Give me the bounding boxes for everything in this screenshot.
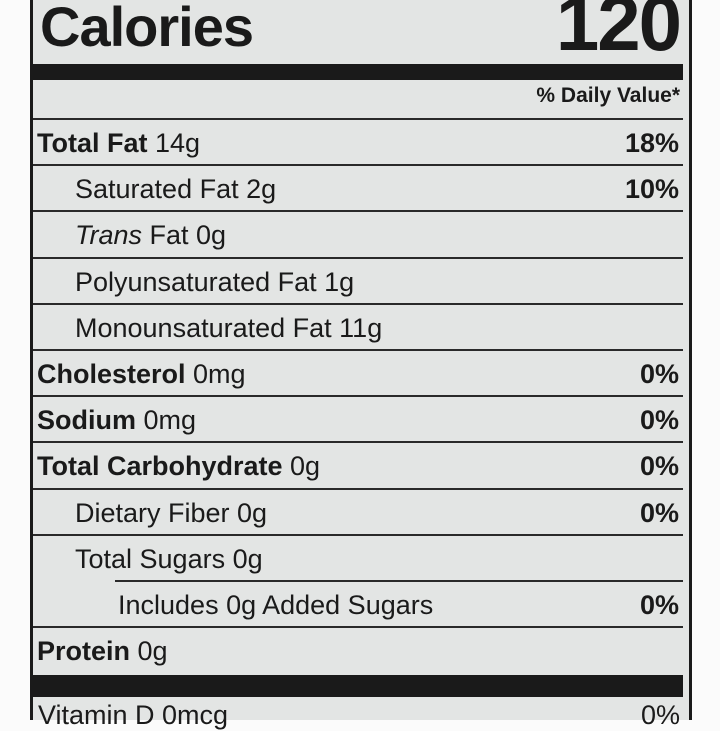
- nutrient-percent: 0%: [639, 359, 679, 389]
- nutrient-row: Trans Fat 0g: [33, 212, 683, 258]
- nutrient-bold-label: Cholesterol: [37, 359, 186, 389]
- row-divider: [33, 210, 683, 213]
- nutrient-amount: Fat 0g: [142, 220, 227, 251]
- nutrient-name: Total Carbohydrate 0g: [37, 451, 320, 482]
- nutrient-percent: 0%: [639, 451, 679, 482]
- nutrient-row: Saturated Fat 2g 10%: [33, 166, 683, 212]
- nutrient-row: Dietary Fiber 0g 0%: [33, 490, 683, 536]
- nutrient-amount: 0g: [130, 636, 168, 667]
- row-divider: [33, 395, 683, 398]
- nutrient-row: Protein 0g: [33, 628, 683, 674]
- row-divider: [33, 118, 683, 120]
- nutrient-row: Total Carbohydrate 0g 0%: [33, 443, 683, 489]
- nutrient-row: Total Sugars 0g: [33, 536, 683, 582]
- nutrient-percent: 18%: [624, 128, 679, 158]
- nutrient-bold-label: Protein: [37, 636, 131, 667]
- nutrient-name: Total Fat 14g: [37, 128, 200, 159]
- nutrient-name: Monounsaturated Fat 11g: [75, 313, 382, 344]
- row-divider: [33, 441, 683, 444]
- nutrient-amount: Includes 0g Added Sugars: [118, 590, 434, 620]
- vitamin-d-percent: 0%: [640, 700, 680, 730]
- nutrient-name: Dietary Fiber 0g: [75, 498, 267, 529]
- vitamin-d-label: Vitamin D 0mcg: [38, 700, 229, 730]
- nutrient-name: Total Sugars 0g: [75, 544, 263, 575]
- nutrient-row: Sodium 0mg 0%: [33, 397, 683, 443]
- daily-value-header: % Daily Value*: [536, 84, 680, 107]
- calories-value: 120: [555, 0, 682, 67]
- nutrient-italic-label: Trans: [75, 220, 143, 251]
- nutrient-name: Sodium 0mg: [37, 405, 196, 436]
- nutrient-name: Includes 0g Added Sugars: [118, 590, 433, 621]
- nutrient-amount: 0g: [282, 451, 321, 482]
- nutrient-percent: 10%: [624, 174, 679, 205]
- nutrient-amount: 0mg: [185, 359, 246, 389]
- nutrient-bold-label: Sodium: [37, 405, 136, 436]
- nutrient-bold-label: Total Carbohydrate: [37, 451, 283, 482]
- nutrient-percent: 0%: [639, 590, 679, 620]
- nutrient-amount: Saturated Fat 2g: [75, 174, 277, 205]
- row-divider: [33, 626, 683, 629]
- calories-label: Calories: [40, 0, 254, 58]
- nutrient-name: Protein 0g: [37, 636, 168, 667]
- row-divider: [33, 533, 683, 536]
- nutrient-amount: Polyunsaturated Fat 1g: [75, 266, 355, 297]
- row-divider: [33, 164, 683, 167]
- nutrient-row: Cholesterol 0mg 0%: [33, 351, 683, 397]
- nutrient-name: Polyunsaturated Fat 1g: [75, 267, 354, 298]
- nutrient-amount: 14g: [147, 128, 201, 158]
- nutrient-bold-label: Total Fat: [37, 128, 148, 158]
- nutrient-percent: 0%: [639, 405, 679, 436]
- nutrient-row: Includes 0g Added Sugars 0%: [33, 582, 683, 628]
- nutrient-row: Total Fat 14g 18%: [33, 120, 683, 166]
- thick-divider-top: [33, 64, 683, 80]
- thick-divider-bottom: [33, 675, 683, 697]
- row-divider: [33, 256, 683, 259]
- nutrition-label-panel: [30, 0, 692, 720]
- nutrient-row: Polyunsaturated Fat 1g: [33, 259, 683, 305]
- nutrient-name: Saturated Fat 2g: [75, 174, 276, 205]
- row-divider: [115, 580, 683, 582]
- nutrient-amount: Monounsaturated Fat 11g: [75, 312, 383, 343]
- nutrient-row: Monounsaturated Fat 11g: [33, 305, 683, 351]
- nutrient-percent: 0%: [639, 497, 679, 528]
- nutrient-name: Trans Fat 0g: [75, 220, 226, 251]
- row-divider: [33, 487, 683, 490]
- nutrient-amount: Dietary Fiber 0g: [75, 497, 268, 528]
- nutrient-amount: 0mg: [136, 405, 197, 436]
- nutrient-name: Cholesterol 0mg: [37, 359, 246, 390]
- nutrient-amount: Total Sugars 0g: [75, 543, 263, 574]
- row-divider: [33, 302, 683, 305]
- row-divider: [33, 349, 683, 351]
